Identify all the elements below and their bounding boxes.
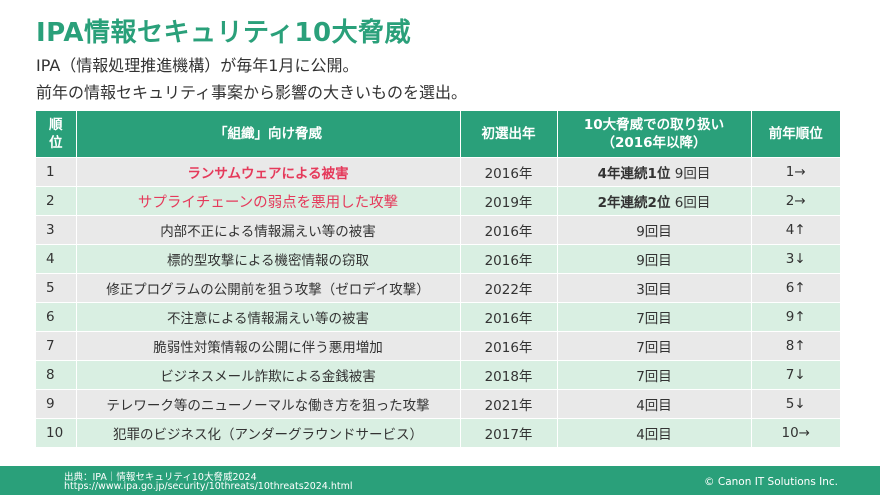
footer-bar: 出典：IPA｜情報セキュリティ10大脅威2024 https://www.ipa…: [0, 466, 880, 495]
year-cell: 2017年: [460, 418, 558, 447]
header-rank: 順 位: [36, 111, 77, 158]
header-rank-line1: 順: [49, 117, 63, 133]
table-row: 6 不注意による情報漏えい等の被害 2016年 7回目 9↑: [36, 302, 840, 332]
rank-cell: 1: [36, 157, 77, 187]
table-row: 9 テレワーク等のニューノーマルな働き方を狙った攻撃 2021年 4回目 5↓: [36, 389, 840, 419]
handling-count: 7回目: [636, 369, 672, 385]
rank-cell: 6: [36, 302, 77, 332]
header-handling-line1: 10大脅威での取り扱い: [583, 117, 725, 133]
year-cell: 2021年: [460, 389, 558, 419]
rank-cell: 10: [36, 418, 77, 447]
prev-rank-cell: 4↑: [751, 215, 840, 245]
handling-count: 9回目: [636, 253, 672, 269]
handling-count: 6回目: [670, 195, 711, 211]
year-cell: 2019年: [460, 186, 558, 216]
prev-rank-cell: 6↑: [751, 273, 840, 303]
handling-count: 7回目: [636, 340, 672, 356]
handling-cell: 4回目: [557, 389, 752, 419]
year-cell: 2018年: [460, 360, 558, 390]
threat-cell: テレワーク等のニューノーマルな働き方を狙った攻撃: [76, 389, 461, 419]
rank-cell: 4: [36, 244, 77, 274]
handling-cell: 4年連続1位 9回目: [557, 157, 752, 187]
handling-cell: 9回目: [557, 215, 752, 245]
threat-cell: 修正プログラムの公開前を狙う攻撃（ゼロデイ攻撃）: [76, 273, 461, 303]
intro-text: IPA（情報処理推進機構）が毎年1月に公開。 前年の情報セキュリティ事案から影響…: [36, 52, 467, 106]
handling-count: 3回目: [636, 282, 672, 298]
handling-cell: 2年連続2位 6回目: [557, 186, 752, 216]
source-citation: 出典：IPA｜情報セキュリティ10大脅威2024: [64, 472, 257, 483]
header-first-year: 初選出年: [460, 111, 558, 158]
handling-count: 7回目: [636, 311, 672, 327]
copyright: © Canon IT Solutions Inc.: [704, 476, 838, 488]
year-cell: 2016年: [460, 157, 558, 187]
prev-rank-cell: 5↓: [751, 389, 840, 419]
rank-cell: 9: [36, 389, 77, 419]
source-url: https://www.ipa.go.jp/security/10threats…: [64, 481, 353, 492]
prev-rank-cell: 10→: [751, 418, 840, 447]
prev-rank-cell: 9↑: [751, 302, 840, 332]
handling-count: 4回目: [636, 427, 672, 443]
table-row: 3 内部不正による情報漏えい等の被害 2016年 9回目 4↑: [36, 215, 840, 245]
intro-line-1: IPA（情報処理推進機構）が毎年1月に公開。: [36, 56, 359, 75]
handling-cell: 3回目: [557, 273, 752, 303]
handling-streak: 2年連続2位: [597, 195, 671, 211]
handling-cell: 7回目: [557, 302, 752, 332]
handling-count: 9回目: [670, 166, 711, 182]
table-row: 7 脆弱性対策情報の公開に伴う悪用増加 2016年 7回目 8↑: [36, 331, 840, 361]
header-handling: 10大脅威での取り扱い （2016年以降）: [557, 111, 752, 158]
rank-cell: 5: [36, 273, 77, 303]
handling-cell: 4回目: [557, 418, 752, 447]
handling-count: 9回目: [636, 224, 672, 240]
handling-count: 4回目: [636, 398, 672, 414]
threat-cell: サプライチェーンの弱点を悪用した攻撃: [76, 186, 461, 216]
header-prev-rank: 前年順位: [751, 111, 840, 158]
table-row: 8 ビジネスメール詐欺による金銭被害 2018年 7回目 7↓: [36, 360, 840, 390]
threats-table: 順 位 「組織」向け脅威 初選出年 10大脅威での取り扱い （2016年以降） …: [36, 111, 840, 447]
year-cell: 2016年: [460, 215, 558, 245]
threat-cell: ランサムウェアによる被害: [76, 157, 461, 187]
rank-cell: 8: [36, 360, 77, 390]
year-cell: 2016年: [460, 302, 558, 332]
threat-cell: 不注意による情報漏えい等の被害: [76, 302, 461, 332]
rank-cell: 2: [36, 186, 77, 216]
intro-line-2: 前年の情報セキュリティ事案から影響の大きいものを選出。: [36, 83, 468, 102]
page-title: IPA情報セキュリティ10大脅威: [36, 18, 412, 48]
header-handling-line2: （2016年以降）: [601, 135, 707, 151]
threat-cell: 標的型攻撃による機密情報の窃取: [76, 244, 461, 274]
table-row: 2 サプライチェーンの弱点を悪用した攻撃 2019年 2年連続2位 6回目 2→: [36, 186, 840, 216]
prev-rank-cell: 2→: [751, 186, 840, 216]
handling-cell: 7回目: [557, 360, 752, 390]
handling-streak: 4年連続1位: [597, 166, 671, 182]
prev-rank-cell: 8↑: [751, 331, 840, 361]
year-cell: 2016年: [460, 244, 558, 274]
header-threat: 「組織」向け脅威: [76, 111, 461, 158]
threat-cell: 犯罪のビジネス化（アンダーグラウンドサービス）: [76, 418, 461, 447]
year-cell: 2022年: [460, 273, 558, 303]
threat-cell: 内部不正による情報漏えい等の被害: [76, 215, 461, 245]
prev-rank-cell: 1→: [751, 157, 840, 187]
prev-rank-cell: 3↓: [751, 244, 840, 274]
handling-cell: 7回目: [557, 331, 752, 361]
table-row: 5 修正プログラムの公開前を狙う攻撃（ゼロデイ攻撃） 2022年 3回目 6↑: [36, 273, 840, 303]
table-row: 1 ランサムウェアによる被害 2016年 4年連続1位 9回目 1→: [36, 157, 840, 187]
threat-cell: 脆弱性対策情報の公開に伴う悪用増加: [76, 331, 461, 361]
threat-cell: ビジネスメール詐欺による金銭被害: [76, 360, 461, 390]
header-rank-line2: 位: [49, 135, 63, 151]
table-row: 4 標的型攻撃による機密情報の窃取 2016年 9回目 3↓: [36, 244, 840, 274]
handling-cell: 9回目: [557, 244, 752, 274]
table-header-row: 順 位 「組織」向け脅威 初選出年 10大脅威での取り扱い （2016年以降） …: [36, 111, 840, 158]
prev-rank-cell: 7↓: [751, 360, 840, 390]
table-row: 10 犯罪のビジネス化（アンダーグラウンドサービス） 2017年 4回目 10→: [36, 418, 840, 447]
rank-cell: 3: [36, 215, 77, 245]
year-cell: 2016年: [460, 331, 558, 361]
rank-cell: 7: [36, 331, 77, 361]
